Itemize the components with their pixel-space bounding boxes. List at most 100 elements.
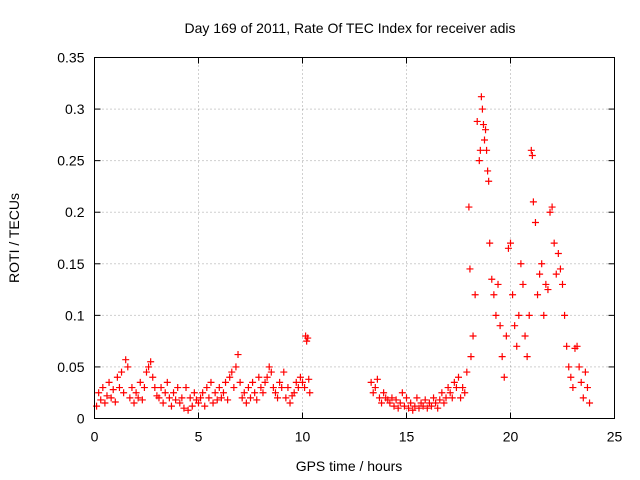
data-point — [232, 363, 240, 371]
data-point — [259, 389, 267, 397]
data-point — [525, 311, 533, 319]
data-point — [527, 146, 535, 154]
data-point — [290, 389, 298, 397]
data-point — [286, 399, 294, 407]
data-point — [280, 368, 288, 376]
data-point — [113, 373, 121, 381]
data-point — [151, 384, 159, 392]
data-point — [203, 384, 211, 392]
data-point — [197, 394, 205, 402]
data-point — [434, 404, 442, 412]
data-point — [271, 389, 279, 397]
data-point — [498, 353, 506, 361]
data-point — [534, 291, 542, 299]
data-point — [432, 399, 440, 407]
data-point — [373, 375, 381, 383]
data-point — [411, 402, 419, 410]
data-point — [115, 384, 123, 392]
data-point — [244, 384, 252, 392]
data-point — [222, 378, 230, 386]
data-point — [577, 378, 585, 386]
data-point — [496, 322, 504, 330]
data-point — [519, 280, 527, 288]
data-point — [488, 275, 496, 283]
x-tick-label: 10 — [295, 429, 311, 445]
data-point — [466, 265, 474, 273]
data-point — [238, 394, 246, 402]
data-point — [492, 311, 500, 319]
data-point — [559, 280, 566, 288]
data-point — [523, 353, 531, 361]
data-point — [554, 249, 562, 257]
data-point — [215, 384, 223, 392]
data-point — [253, 396, 261, 404]
data-point — [400, 402, 408, 410]
data-point — [544, 286, 552, 294]
data-point — [132, 389, 140, 397]
data-point — [180, 404, 188, 412]
data-point — [251, 389, 259, 397]
data-point — [101, 399, 109, 407]
data-point — [463, 368, 471, 376]
x-tick-label: 15 — [399, 429, 415, 445]
data-point — [230, 384, 238, 392]
data-point — [226, 373, 234, 381]
data-point — [161, 389, 169, 397]
data-point — [97, 396, 105, 404]
data-point — [573, 342, 581, 350]
data-point — [438, 389, 446, 397]
data-point — [398, 389, 406, 397]
data-point — [95, 389, 103, 397]
y-axis-label: ROTI / TECUs — [6, 193, 22, 283]
data-point — [390, 402, 398, 410]
data-point — [296, 373, 304, 381]
data-point — [184, 406, 192, 414]
data-point — [163, 378, 171, 386]
data-point — [490, 291, 498, 299]
data-point — [479, 121, 487, 129]
data-point — [396, 399, 404, 407]
data-point — [448, 394, 456, 402]
data-point — [103, 392, 111, 400]
data-point — [292, 378, 300, 386]
data-point — [213, 396, 221, 404]
data-point — [442, 394, 450, 402]
data-point — [278, 384, 286, 392]
data-point — [294, 384, 302, 392]
data-point — [552, 270, 560, 278]
data-point — [529, 198, 537, 206]
data-point — [517, 260, 525, 268]
y-tick-label: 0.3 — [65, 101, 85, 117]
data-point — [583, 384, 591, 392]
data-point — [228, 368, 236, 376]
y-tick-label: 0.15 — [57, 256, 84, 272]
data-point — [486, 239, 494, 247]
data-point — [446, 389, 454, 397]
data-point — [257, 384, 265, 392]
data-point — [143, 368, 150, 376]
data-points — [93, 93, 594, 414]
data-point — [403, 394, 410, 402]
data-point — [444, 384, 452, 392]
data-point — [304, 334, 312, 342]
data-point — [267, 368, 275, 376]
data-point — [105, 378, 113, 386]
data-point — [484, 167, 492, 175]
data-point — [473, 117, 481, 125]
data-point — [469, 332, 477, 340]
data-point — [436, 396, 444, 404]
data-point — [188, 402, 196, 410]
grid — [94, 57, 615, 419]
data-point — [483, 146, 491, 154]
data-point — [386, 399, 394, 407]
data-point — [120, 389, 128, 397]
data-point — [586, 399, 594, 407]
data-point — [301, 384, 309, 392]
data-point — [467, 353, 475, 361]
data-point — [284, 384, 292, 392]
data-point — [126, 394, 134, 402]
data-point — [375, 394, 383, 402]
data-point — [415, 404, 423, 412]
data-point — [502, 332, 510, 340]
